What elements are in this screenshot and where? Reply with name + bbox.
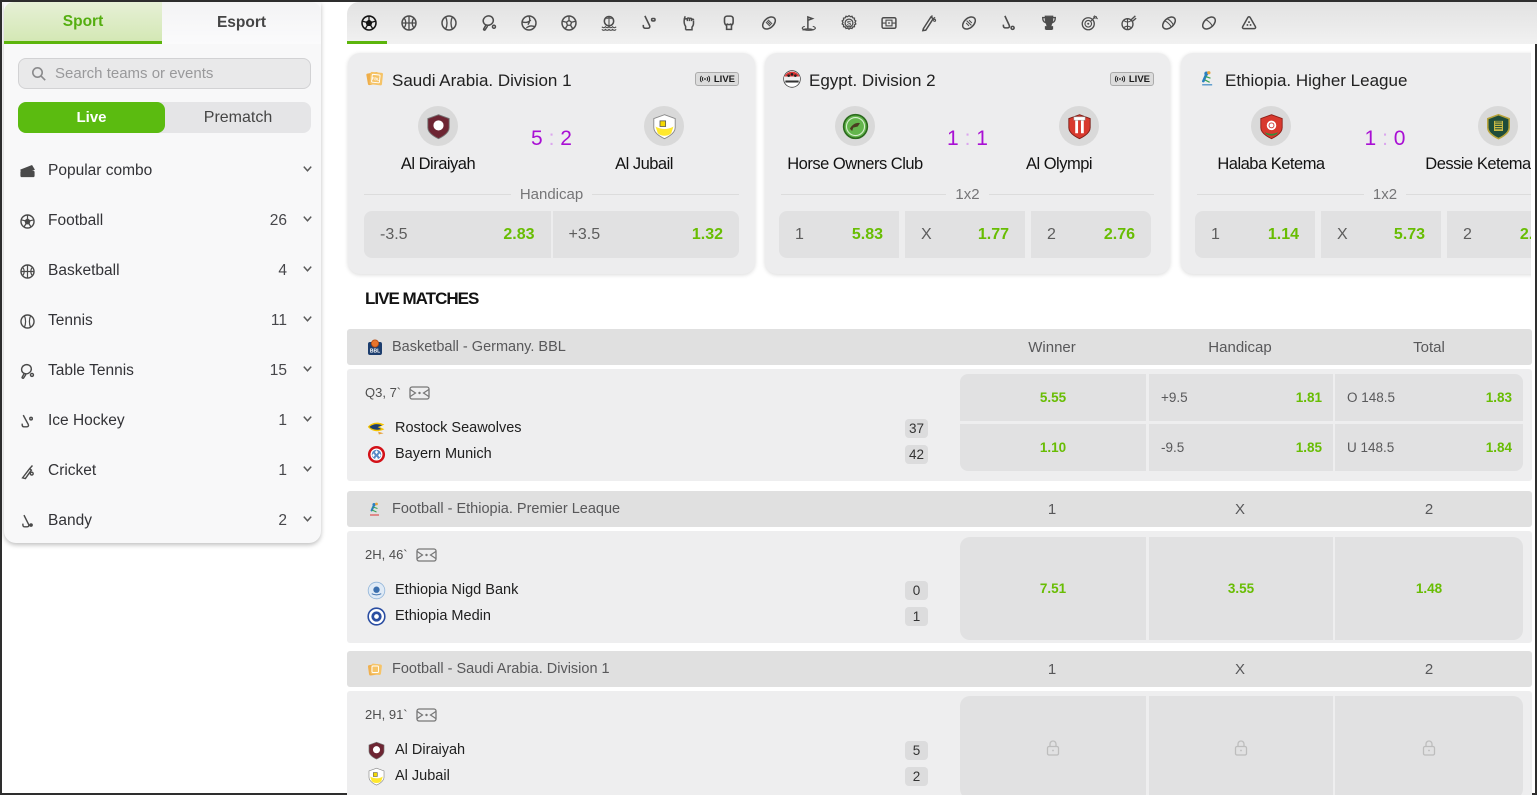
svg-text:FBL: FBL — [372, 77, 380, 82]
svg-text:S: S — [847, 21, 851, 27]
svg-text:BBL: BBL — [370, 348, 380, 354]
